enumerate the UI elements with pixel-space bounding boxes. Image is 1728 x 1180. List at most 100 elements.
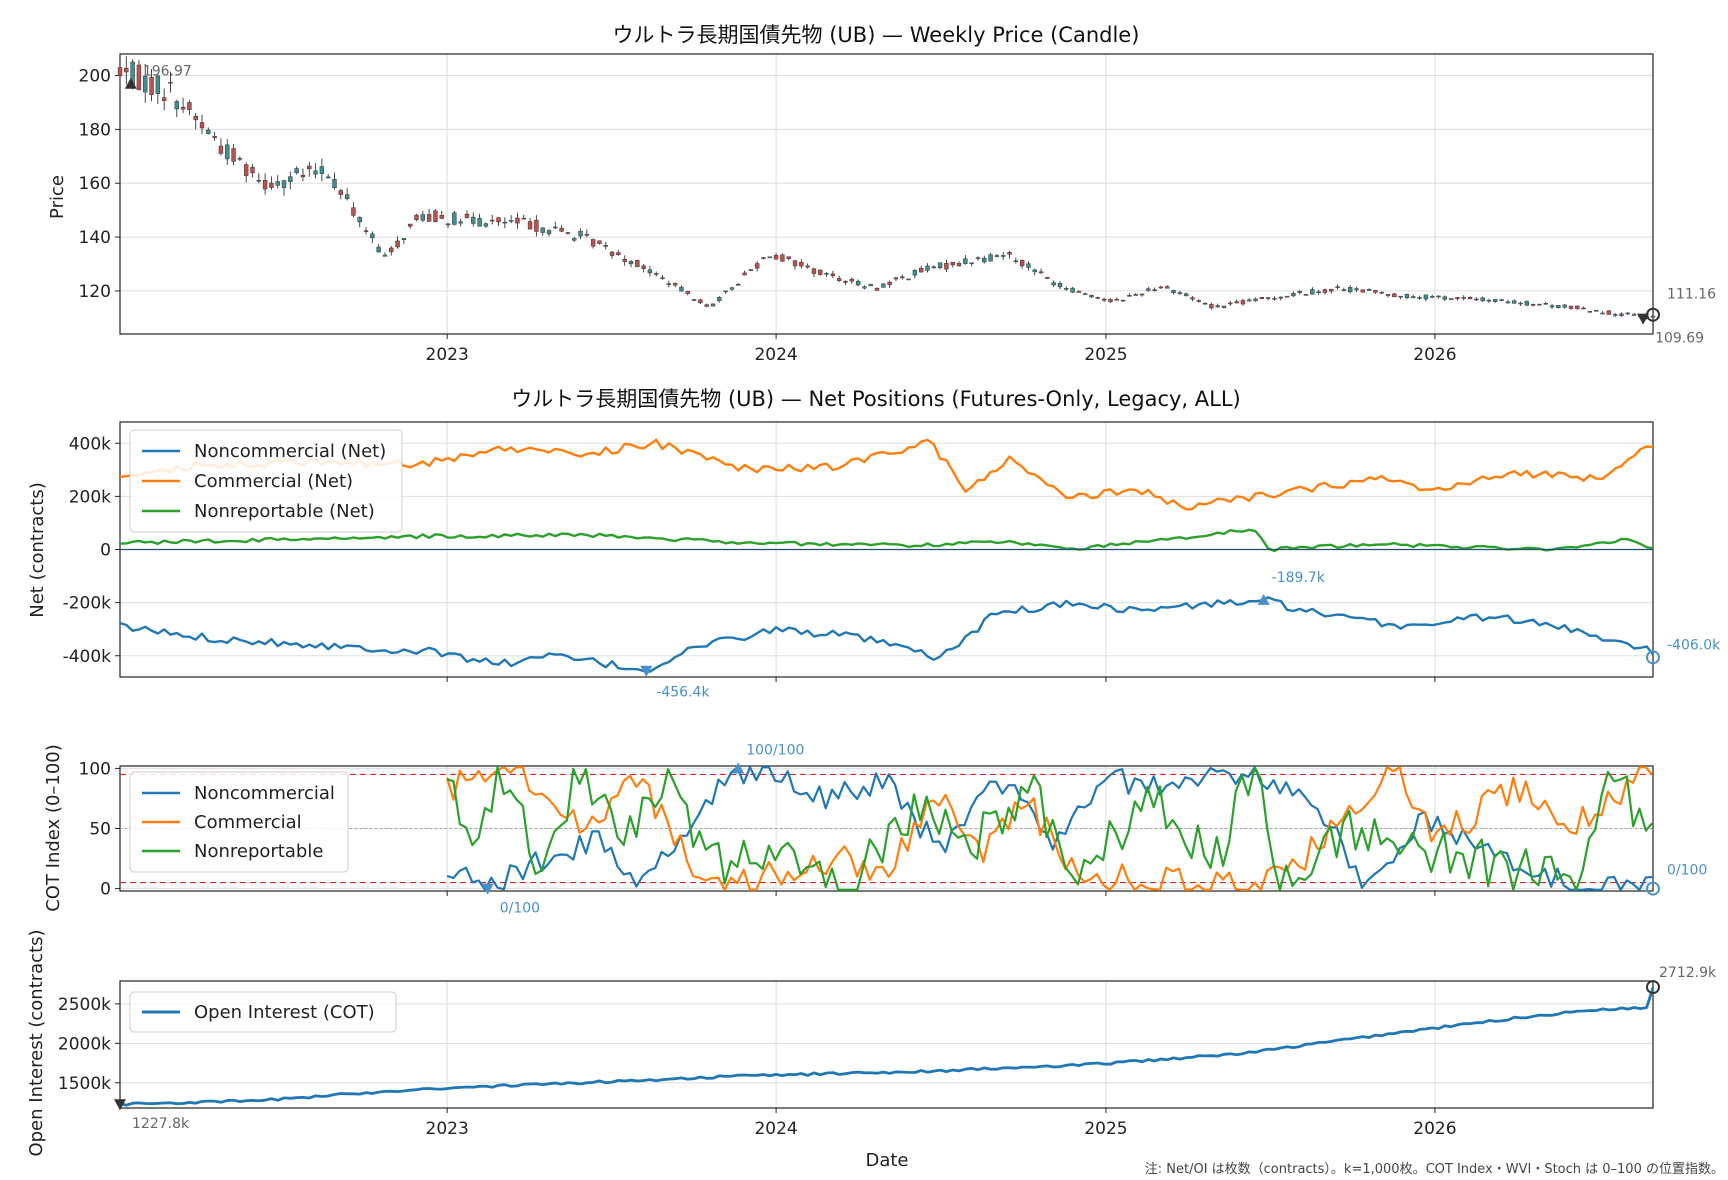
candle-body: [1001, 255, 1006, 257]
candle-body: [212, 136, 217, 139]
candle-body: [1385, 294, 1391, 296]
x-axis-label: Date: [865, 1150, 908, 1171]
candle-body: [729, 287, 735, 290]
candle-body: [338, 190, 344, 195]
y-tick-label: 1500k: [58, 1074, 111, 1094]
candle-body: [1347, 287, 1353, 293]
annotation-label: 196.97: [143, 64, 192, 80]
candle-body: [1461, 297, 1466, 299]
candle-body: [1272, 297, 1277, 300]
candle-body: [691, 299, 697, 301]
candle-body: [786, 256, 791, 259]
price-panel: ウルトラ長期国債先物 (UB) — Weekly Price (Candle) …: [47, 23, 1139, 219]
y-tick-label: 100: [79, 759, 111, 779]
series-line-noncommercial-net: [119, 596, 1654, 673]
candle-body: [471, 216, 476, 224]
candle-body: [906, 278, 911, 281]
candle-body: [950, 261, 955, 266]
candle-body: [1600, 312, 1605, 315]
candle-body: [559, 227, 564, 232]
candle-body: [1411, 296, 1416, 298]
candle-body: [1316, 291, 1321, 294]
candle-body: [1335, 286, 1340, 288]
candle-body: [799, 261, 804, 267]
y-tick-label: -200k: [63, 594, 112, 614]
candle-body: [1215, 305, 1220, 308]
candle-body: [1436, 295, 1441, 298]
oi-legend: Open Interest (COT): [129, 991, 397, 1033]
candle-body: [1190, 297, 1195, 300]
candle-body: [1095, 297, 1101, 299]
candle-body: [1183, 293, 1189, 297]
candle-body: [376, 246, 381, 253]
candle-body: [1019, 260, 1025, 267]
candle-body: [849, 278, 855, 282]
candle-body: [1202, 303, 1208, 305]
candle-body: [698, 299, 703, 304]
y-tick-label: 200: [79, 67, 111, 87]
annotation-label: 109.69: [1655, 331, 1704, 347]
candle-body: [937, 262, 943, 268]
annotation-label: 2712.9k: [1659, 965, 1717, 981]
candle-body: [269, 182, 274, 188]
candle-body: [1392, 293, 1397, 298]
candle-body: [174, 101, 179, 110]
candle-body: [1429, 296, 1435, 298]
candle-body: [1089, 294, 1094, 298]
candle-body: [199, 122, 205, 129]
x-tick-label: 2025: [1084, 1119, 1127, 1139]
annotation-label: 100/100: [746, 742, 804, 758]
candle-body: [1133, 294, 1138, 296]
candle-body: [666, 283, 672, 286]
candle-body: [1562, 304, 1567, 308]
candle-body: [1026, 263, 1031, 268]
candle-body: [616, 252, 621, 256]
candle-body: [237, 158, 243, 160]
marker-min: [640, 665, 653, 677]
candle-body: [143, 75, 148, 93]
candle-body: [458, 221, 463, 224]
candle-body: [792, 260, 798, 267]
candle-body: [1322, 289, 1328, 293]
candle-body: [1556, 305, 1561, 308]
candle-body: [180, 106, 186, 110]
candle-body: [344, 194, 350, 199]
legend-frame: [129, 991, 397, 1033]
candle-body: [1505, 301, 1511, 304]
annotation-label: -456.4k: [656, 685, 710, 701]
candle-body: [704, 304, 709, 307]
candle-body: [1612, 314, 1618, 316]
y-tick-label: 180: [79, 120, 111, 140]
candle-body: [357, 216, 362, 223]
x-tick-label: 2023: [426, 345, 469, 365]
legend-label-open-interest: Open Interest (COT): [194, 1002, 375, 1023]
candle-body: [584, 234, 590, 236]
candle-body: [773, 254, 779, 260]
candle-body: [1177, 292, 1183, 294]
axes-3: 1500k 2000k 2500k 2023 2024 2025 2026: [58, 980, 1654, 1139]
candle-body: [1455, 297, 1460, 300]
candle-body: [603, 245, 608, 247]
net-legend: Noncommercial (Net) Commercial (Net) Non…: [129, 429, 403, 533]
candle-body: [679, 286, 684, 292]
y-tick-label: 50: [89, 820, 111, 840]
candle-body: [1083, 293, 1088, 295]
candle-body: [1587, 311, 1593, 313]
annotation-label: -189.7k: [1272, 570, 1326, 586]
candle-body: [483, 223, 489, 227]
candle-body: [1404, 293, 1410, 298]
candle-body: [1247, 299, 1252, 302]
candle-body: [389, 247, 394, 253]
candle-body: [1581, 307, 1586, 310]
candle-body: [736, 284, 741, 286]
candle-body: [281, 180, 287, 188]
price-candles: [117, 56, 1656, 320]
candle-body: [262, 180, 268, 190]
candle-body: [1549, 305, 1555, 308]
candle-body: [717, 297, 722, 301]
series-line-open-interest-cot: [119, 987, 1655, 1107]
candle-body: [288, 176, 293, 182]
candle-body: [1512, 300, 1517, 304]
candle-body: [325, 176, 331, 179]
